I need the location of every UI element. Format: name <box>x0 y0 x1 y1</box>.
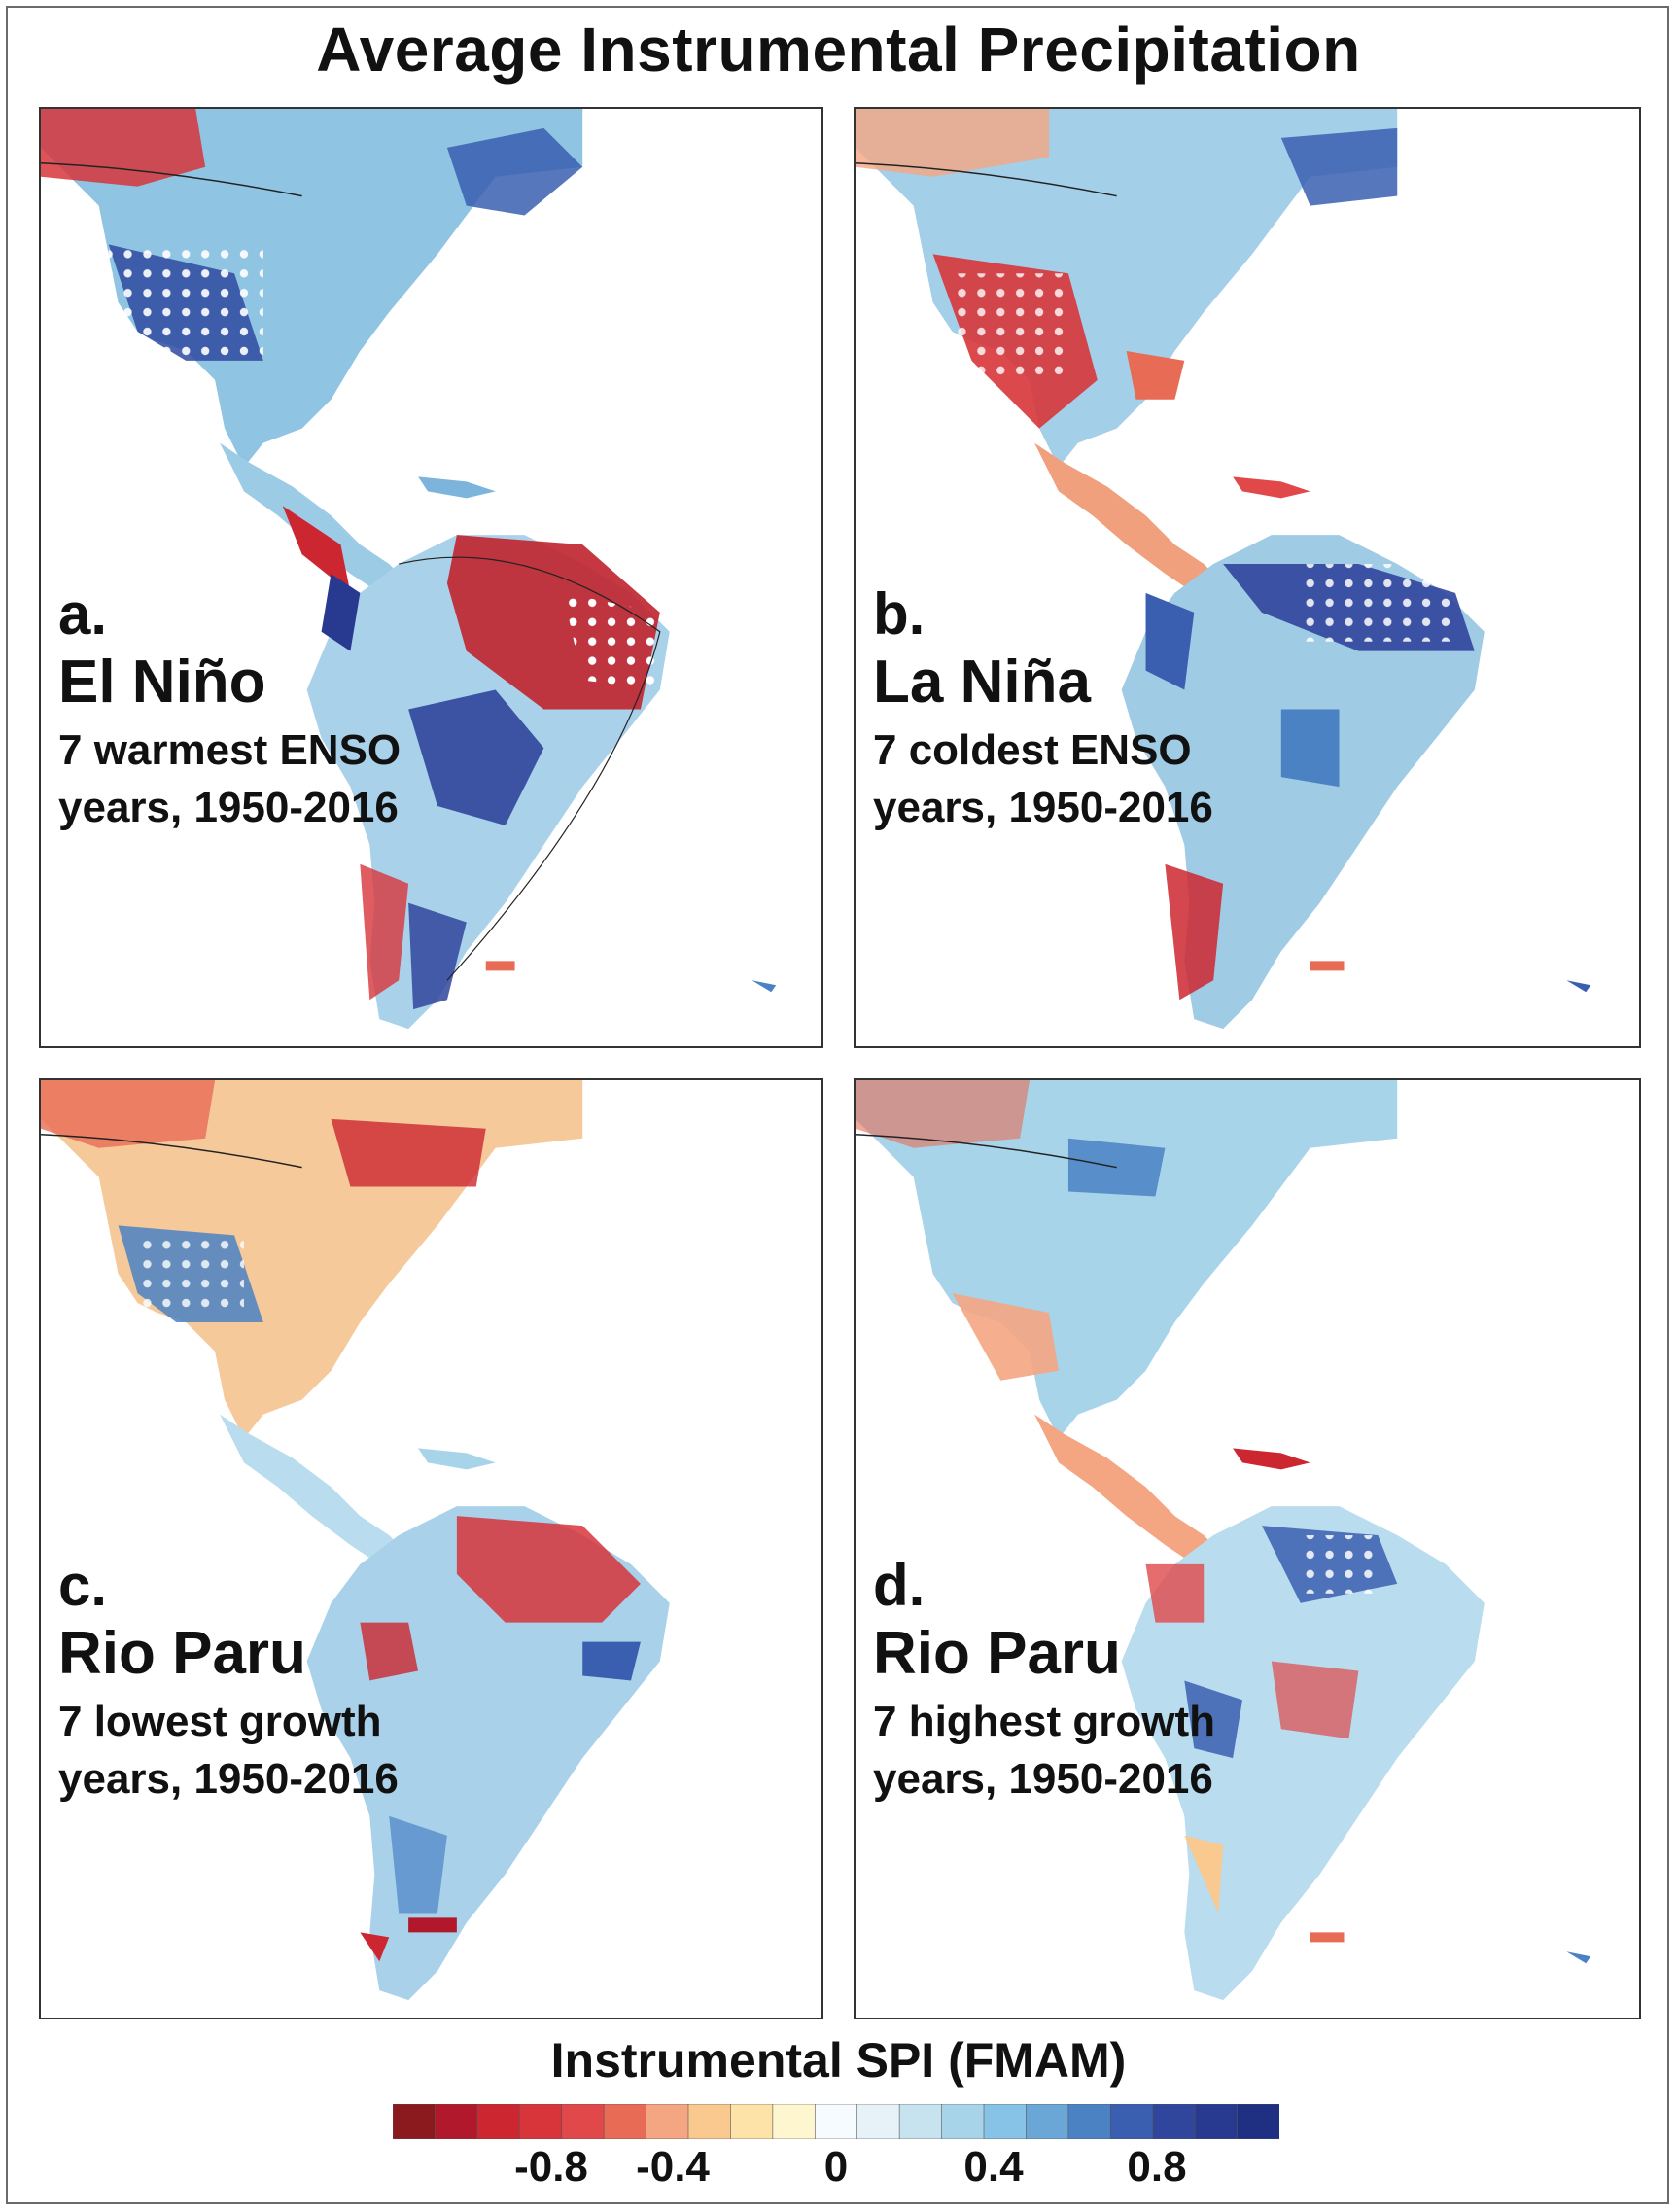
panel-d-label: d. Rio Paru 7 highest growth years, 1950… <box>873 1552 1215 1807</box>
colorbar-swatch-18 <box>1152 2104 1196 2139</box>
panel-rio-paru-lowest: c. Rio Paru 7 lowest growth years, 1950-… <box>39 1078 823 2019</box>
panel-years: years, 1950-2016 <box>873 1755 1213 1803</box>
colorbar-swatch-16 <box>1067 2104 1112 2139</box>
panel-b-label: b. La Niña 7 coldest ENSO years, 1950-20… <box>873 580 1213 835</box>
panel-description: 7 coldest ENSO <box>873 726 1192 774</box>
colorbar-swatch-15 <box>1026 2104 1069 2139</box>
colorbar-title: Instrumental SPI (FMAM) <box>550 2033 1127 2088</box>
colorbar-swatch-6 <box>646 2104 689 2139</box>
map-rio-paru-highest <box>856 1080 1591 2001</box>
colorbar-tick-0: 0 <box>823 2143 849 2191</box>
panel-a-label: a. El Niño 7 warmest ENSO years, 1950-20… <box>58 580 401 835</box>
colorbar-swatch-19 <box>1194 2104 1239 2139</box>
colorbar-tick-neg-0-8: -0.8 <box>514 2143 588 2191</box>
colorbar-swatch-9 <box>772 2104 817 2139</box>
panel-description: 7 warmest ENSO <box>58 726 402 774</box>
colorbar-swatch-11 <box>856 2104 900 2139</box>
colorbar-tick-0-8: 0.8 <box>1127 2143 1187 2191</box>
colorbar-tick-0-4: 0.4 <box>963 2143 1024 2191</box>
panel-name: El Niño <box>58 649 266 716</box>
panel-letter: d. <box>873 1553 926 1618</box>
colorbar-swatch-17 <box>1109 2104 1154 2139</box>
panel-letter: a. <box>58 581 108 647</box>
colorbar-swatch-10 <box>814 2104 858 2139</box>
panel-years: years, 1950-2016 <box>58 784 399 831</box>
colorbar-swatch-8 <box>730 2104 774 2139</box>
colorbar-tick-neg-0-4: -0.4 <box>636 2143 710 2191</box>
panel-description: 7 lowest growth <box>58 1698 382 1745</box>
map-rio-paru-lowest <box>41 1080 670 2001</box>
panel-letter: c. <box>58 1553 108 1618</box>
colorbar-swatch-20 <box>1237 2104 1279 2139</box>
colorbar-swatch-4 <box>561 2104 605 2139</box>
colorbar-swatch-14 <box>983 2104 1028 2139</box>
colorbar-swatch-7 <box>687 2104 732 2139</box>
colorbar <box>393 2104 1279 2139</box>
panel-c-label: c. Rio Paru 7 lowest growth years, 1950-… <box>58 1552 399 1807</box>
colorbar-swatch-5 <box>603 2104 647 2139</box>
colorbar-swatch-2 <box>476 2104 521 2139</box>
panel-description: 7 highest growth <box>873 1698 1215 1745</box>
panel-years: years, 1950-2016 <box>873 784 1213 831</box>
panel-letter: b. <box>873 581 926 647</box>
colorbar-swatch-13 <box>941 2104 985 2139</box>
panel-name: Rio Paru <box>58 1620 306 1687</box>
map-la-nina <box>856 109 1591 1030</box>
map-el-nino <box>41 109 777 1030</box>
colorbar-swatch-12 <box>898 2104 943 2139</box>
panel-name: Rio Paru <box>873 1620 1121 1687</box>
colorbar-swatch-1 <box>435 2104 478 2139</box>
colorbar-swatch-3 <box>518 2104 563 2139</box>
panel-el-nino: a. El Niño 7 warmest ENSO years, 1950-20… <box>39 107 823 1048</box>
panel-name: La Niña <box>873 649 1091 716</box>
figure-frame <box>6 6 1669 2204</box>
panel-la-nina: b. La Niña 7 coldest ENSO years, 1950-20… <box>854 107 1641 1048</box>
colorbar-swatch-0 <box>393 2104 437 2139</box>
panel-rio-paru-highest: d. Rio Paru 7 highest growth years, 1950… <box>854 1078 1641 2019</box>
figure-title: Average Instrumental Precipitation <box>316 15 1361 85</box>
panel-years: years, 1950-2016 <box>58 1755 399 1803</box>
